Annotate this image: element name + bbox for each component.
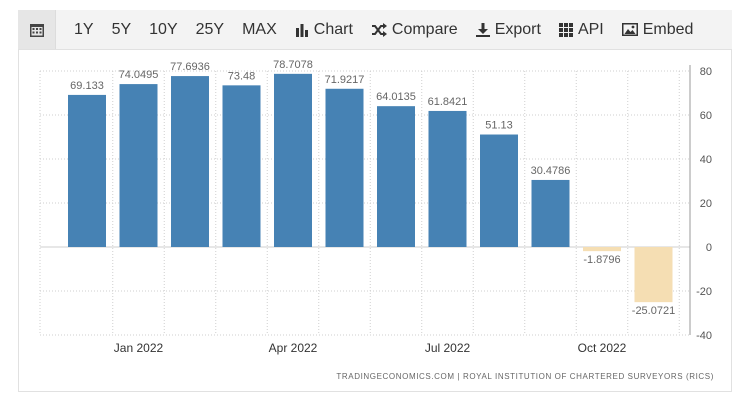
data-label: 64.0135: [376, 91, 416, 103]
source-attribution: TRADINGECONOMICS.COM | ROYAL INSTITUTION…: [336, 372, 714, 381]
embed-button[interactable]: Embed: [613, 10, 703, 49]
bar: [325, 88, 364, 247]
api-label: API: [577, 20, 604, 38]
embed-label: Embed: [642, 20, 694, 38]
y-tick-label: -40: [696, 330, 712, 342]
bar: [634, 247, 673, 303]
y-tick-label: 0: [706, 242, 712, 254]
y-tick-label: 80: [700, 66, 712, 78]
data-label: 77.6936: [170, 61, 210, 73]
bar: [68, 94, 106, 247]
data-label: 61.8421: [428, 96, 468, 108]
x-tick-label: Jul 2022: [425, 341, 471, 355]
data-label: -25.0721: [632, 305, 675, 317]
shuffle-icon: [371, 22, 387, 37]
y-tick-label: -20: [696, 286, 712, 298]
y-tick-label: 20: [700, 198, 712, 210]
compare-label: Compare: [391, 20, 458, 38]
range-25y-button[interactable]: 25Y: [195, 20, 225, 38]
bar: [583, 247, 621, 252]
bar: [274, 73, 312, 248]
range-5y-button[interactable]: 5Y: [111, 20, 132, 38]
x-tick-label: Apr 2022: [269, 341, 318, 355]
bar: [480, 134, 518, 247]
x-tick-label: Oct 2022: [578, 341, 627, 355]
data-label: 51.13: [485, 120, 513, 132]
data-label: 30.4786: [531, 165, 571, 177]
export-button[interactable]: Export: [467, 10, 550, 49]
bar-chart-icon: [295, 23, 309, 37]
export-label: Export: [494, 20, 541, 38]
range-10y-button[interactable]: 10Y: [149, 20, 178, 38]
data-label: -1.8796: [583, 254, 620, 266]
api-button[interactable]: API: [550, 10, 613, 49]
calendar-button[interactable]: [18, 10, 56, 49]
range-1y-button[interactable]: 1Y: [74, 20, 94, 38]
data-label: 78.7078: [273, 59, 313, 71]
x-tick-label: Jan 2022: [114, 341, 164, 355]
range-max-button[interactable]: MAX: [242, 20, 277, 38]
chart-toolbar: 1Y 5Y 10Y 25Y MAX Chart Compare Export: [18, 10, 732, 50]
bar: [119, 84, 158, 248]
data-label: 73.48: [228, 70, 256, 82]
chart-type-label: Chart: [313, 20, 353, 38]
y-tick-label: 60: [700, 110, 712, 122]
data-label: 69.133: [70, 80, 104, 92]
bar: [171, 76, 209, 247]
bar: [428, 110, 467, 247]
download-icon: [475, 22, 490, 37]
calendar-icon: [29, 23, 44, 37]
bar: [377, 106, 415, 247]
grid-icon: [558, 22, 573, 37]
chart-type-button[interactable]: Chart: [286, 10, 362, 49]
bar: [222, 85, 261, 248]
bar: [531, 179, 570, 247]
data-label: 74.0495: [119, 69, 159, 81]
y-tick-label: 40: [700, 154, 712, 166]
data-label: 71.9217: [325, 74, 365, 86]
compare-button[interactable]: Compare: [362, 10, 467, 49]
image-icon: [621, 23, 638, 36]
